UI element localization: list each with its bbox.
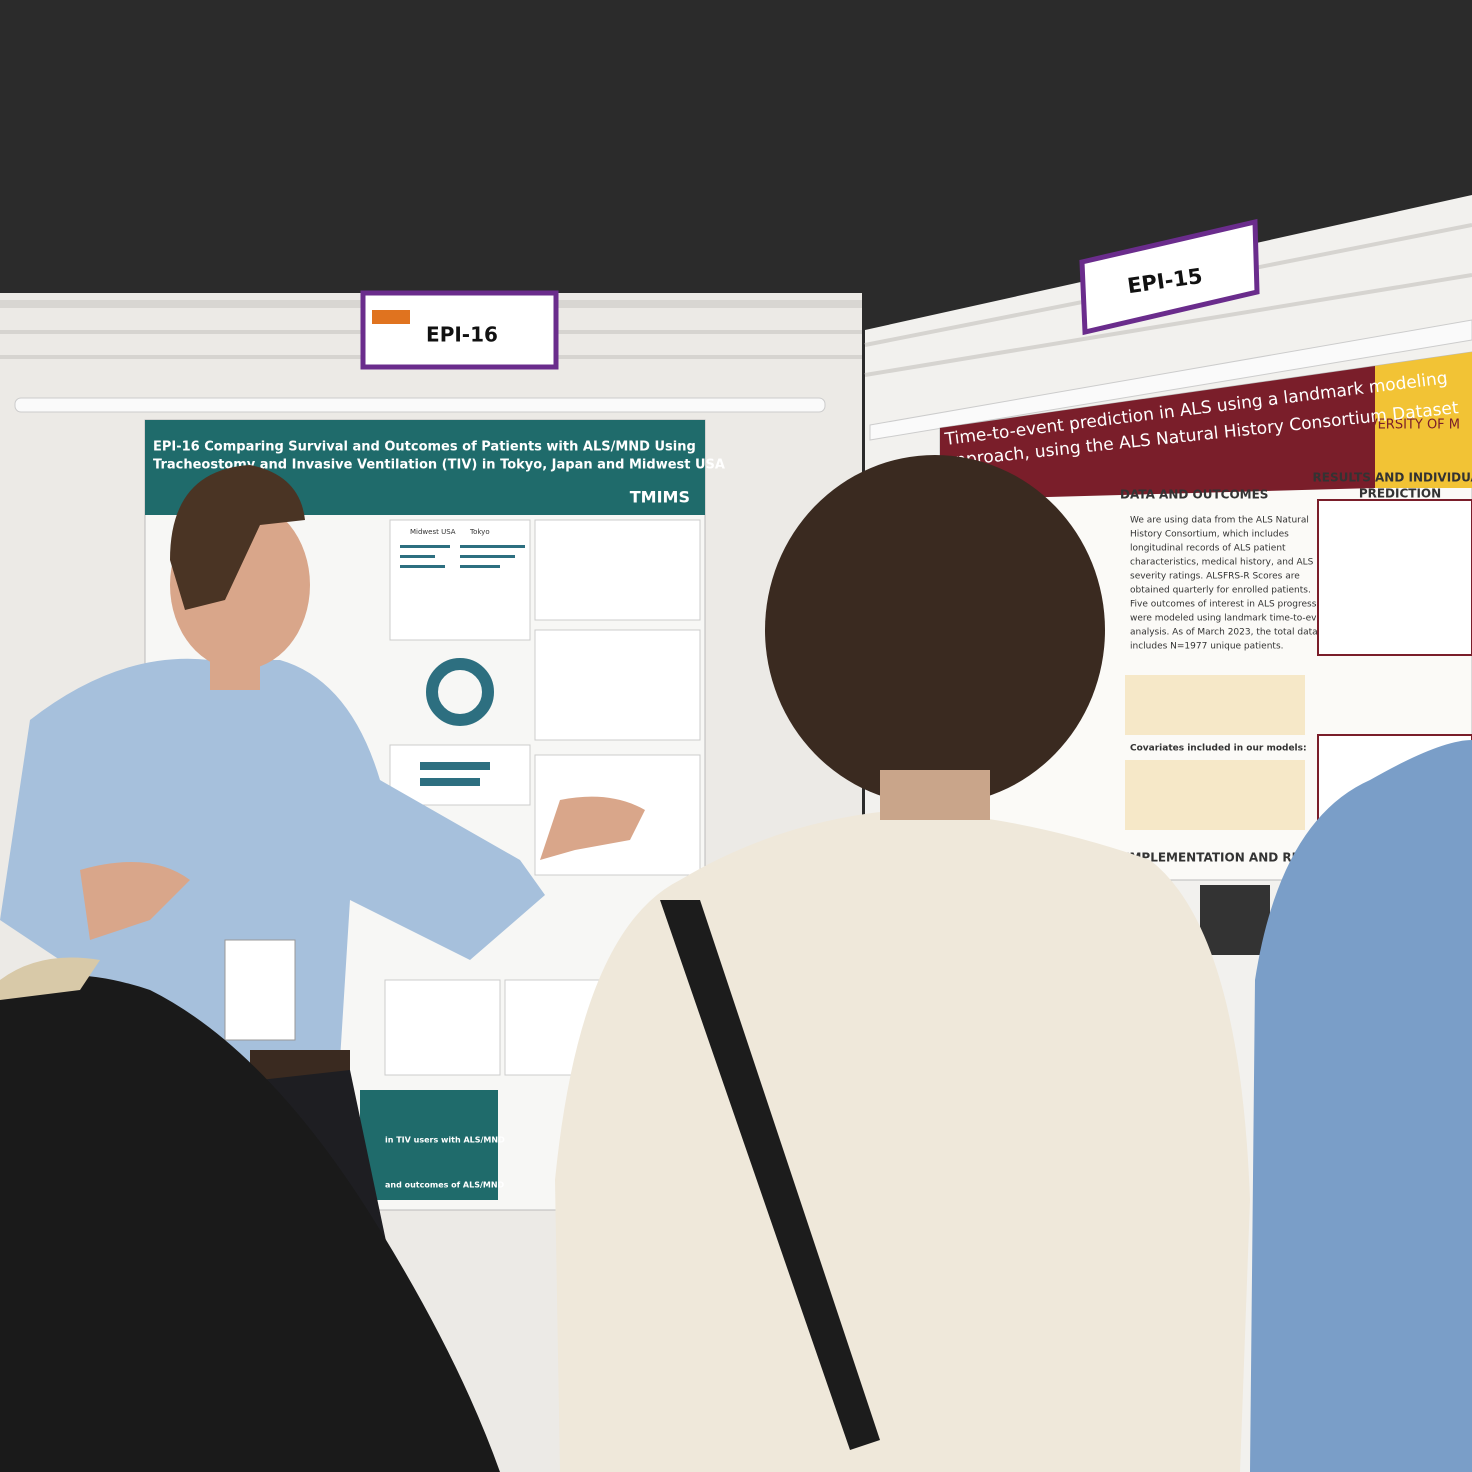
figure bbox=[384, 979, 501, 1076]
bullet-text: analysis. As of March 2023, the total da… bbox=[1130, 628, 1332, 638]
bullet-text: longitudinal records of ALS patient bbox=[1130, 544, 1286, 554]
section-heading: DATA AND OUTCOMES bbox=[1120, 488, 1268, 502]
qr-code bbox=[1200, 885, 1270, 955]
bullet-text: History Consortium, which includes bbox=[1130, 530, 1289, 540]
poster-header bbox=[940, 366, 1375, 500]
sign-board bbox=[1079, 218, 1260, 336]
table bbox=[534, 629, 701, 741]
poster-logo: TMIMS bbox=[630, 488, 690, 507]
bullet-text: We are using data from the ALS Natural bbox=[1130, 516, 1309, 526]
woman-back bbox=[555, 455, 1250, 1472]
figure bbox=[389, 519, 531, 641]
conclusion-box bbox=[360, 1090, 498, 1200]
figure-label: Tokyo bbox=[469, 528, 490, 536]
bullet-list: We are using data from the ALS Natural Hi… bbox=[1130, 516, 1332, 652]
conclusion-text: and outcomes of ALS/MND bbox=[385, 1181, 505, 1190]
poster-bar bbox=[14, 397, 826, 413]
bullet-text: characteristics, medical history, and AL… bbox=[1130, 558, 1314, 568]
covariates-heading: Covariates included in our models: bbox=[1130, 744, 1307, 754]
poster-title: Tracheostomy and Invasive Ventilation (T… bbox=[153, 458, 725, 473]
section-heading: IMPLEMENTATION AND RES bbox=[1125, 851, 1308, 865]
man-right bbox=[1250, 740, 1472, 1472]
bullet-text: Five outcomes of interest in ALS progres… bbox=[1130, 600, 1330, 610]
wall-rail bbox=[864, 273, 1472, 377]
poster-bar bbox=[869, 319, 1472, 441]
poster-header-gold bbox=[1375, 352, 1472, 488]
bar-graphic bbox=[420, 778, 480, 786]
sign-board bbox=[360, 290, 559, 370]
bullet-text: obtained quarterly for enrolled patients… bbox=[1130, 586, 1311, 596]
section-heading: PREDICTION bbox=[1359, 487, 1441, 501]
section-heading: RESULTS AND INDIVIDUAL bbox=[1313, 471, 1472, 485]
figure-label: Midwest USA bbox=[410, 528, 456, 536]
bar-graphic bbox=[420, 762, 490, 770]
figure bbox=[389, 744, 531, 806]
covariates-box bbox=[1125, 760, 1305, 830]
bullet-text: includes N=1977 unique patients. bbox=[1130, 642, 1284, 652]
conclusion-text: in TIV users with ALS/MND bbox=[385, 1136, 505, 1145]
bullet-text: were modeled using landmark time-to-even… bbox=[1130, 614, 1332, 624]
table bbox=[534, 519, 701, 621]
bullet-text: severity ratings. ALSFRS-R Scores are bbox=[1130, 572, 1300, 582]
figure bbox=[1317, 499, 1472, 656]
university-name: UNIVERSITY OF M bbox=[1346, 418, 1460, 433]
sign-logo bbox=[372, 310, 410, 324]
poster-title: EPI-16 Comparing Survival and Outcomes o… bbox=[153, 440, 696, 455]
sign-label: EPI-16 bbox=[426, 323, 498, 347]
person-left bbox=[0, 957, 500, 1472]
donut-chart bbox=[426, 658, 494, 726]
outcome-box bbox=[1125, 675, 1305, 735]
